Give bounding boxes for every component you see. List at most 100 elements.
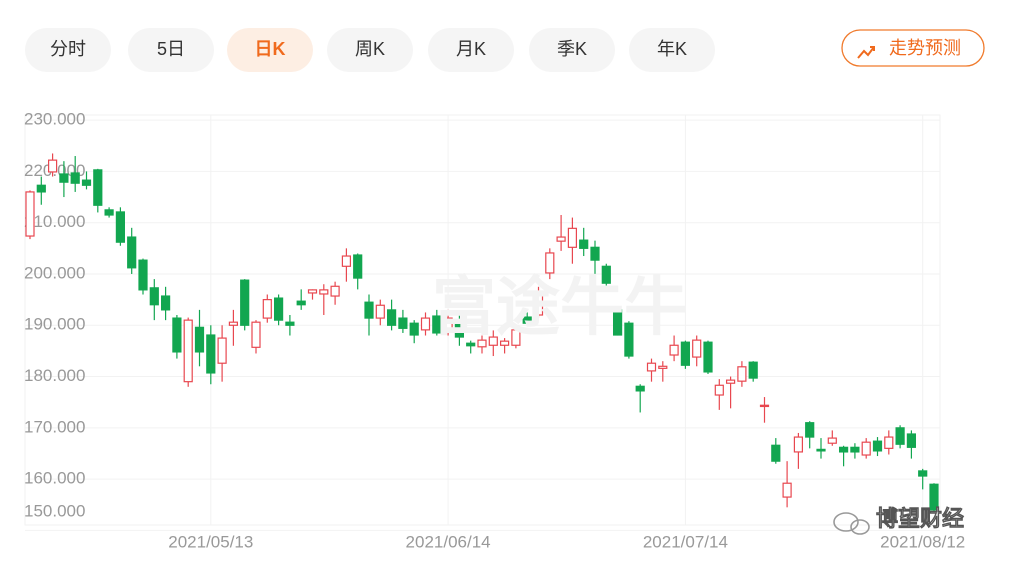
candle-body <box>93 169 103 206</box>
y-tick-label: 180.000 <box>24 366 85 385</box>
badge-icon <box>850 519 870 535</box>
candle-body <box>432 315 442 334</box>
y-tick-label: 150.000 <box>24 501 85 520</box>
candle-body <box>375 304 385 319</box>
y-tick-label: 230.000 <box>24 110 85 129</box>
candle-body <box>838 446 849 453</box>
plot-area: 150.000 160.000 170.000 180.000 190.000 200.0… <box>24 110 965 552</box>
candle-body <box>906 433 917 448</box>
forecast-button-label[interactable]: 走势预测 <box>889 38 961 58</box>
candle-body <box>488 336 498 346</box>
candle-body <box>805 422 815 438</box>
candle-body <box>827 437 837 444</box>
candle-body <box>240 279 250 326</box>
tab-pill[interactable] <box>629 28 715 72</box>
candle-body <box>861 441 871 456</box>
candle-body <box>25 191 35 237</box>
candle-body <box>748 361 758 379</box>
candle-body <box>635 385 645 392</box>
candle-body <box>466 342 476 347</box>
tab-pill[interactable] <box>227 28 313 72</box>
candle-body <box>759 404 770 408</box>
candle-body <box>70 172 80 184</box>
candle-body <box>714 384 724 396</box>
plot-frame <box>24 114 941 526</box>
candle-body <box>307 289 318 294</box>
candle-body <box>624 322 634 357</box>
candle-body <box>793 436 804 453</box>
y-tick-label: 210.000 <box>24 212 85 231</box>
tab-pill[interactable] <box>128 28 214 72</box>
candle-body <box>387 309 397 326</box>
candle-body <box>680 341 691 366</box>
y-tick-label: 190.000 <box>24 315 85 334</box>
candle-body <box>296 300 306 306</box>
candle-body <box>511 329 521 346</box>
candle-body <box>443 317 453 331</box>
candle-body <box>353 254 363 279</box>
forecast-button-frame[interactable] <box>841 29 985 67</box>
candle-body <box>612 309 623 336</box>
candle-body <box>104 209 114 216</box>
tab-label[interactable]: 周K <box>355 39 385 59</box>
candle-body <box>409 322 419 336</box>
tab-label[interactable]: 季K <box>557 39 587 59</box>
candle-body <box>206 334 216 374</box>
y-tick-label: 160.000 <box>24 469 85 488</box>
candle-body <box>545 252 555 274</box>
tab-pill[interactable] <box>529 28 615 72</box>
candle-body <box>579 239 589 249</box>
tab-label[interactable]: 5日 <box>157 39 185 59</box>
candle-body <box>601 265 611 284</box>
candle-body <box>556 236 566 242</box>
candle-body <box>703 341 713 373</box>
watermark: 富途牛牛 <box>432 271 688 343</box>
candle-body <box>228 321 238 326</box>
candle-body <box>341 255 351 267</box>
candle-body <box>138 259 148 291</box>
candle-body <box>285 321 295 326</box>
candle-body <box>918 470 928 477</box>
candle-body <box>771 444 781 462</box>
forecast-icon <box>857 46 875 59</box>
candle-body <box>127 236 137 269</box>
tab-bar: 分时 5日 日K 周K 月K 季K 年K <box>25 28 715 72</box>
x-tick-label: 2021/06/14 <box>406 532 491 551</box>
candle-body <box>330 285 340 297</box>
badge-group: 博望财经 <box>833 506 964 535</box>
tab-label[interactable]: 年K <box>657 39 687 59</box>
tab-label[interactable]: 日K <box>255 39 286 59</box>
y-tick-label: 170.000 <box>24 417 85 436</box>
candle-body <box>36 184 46 193</box>
candle-body <box>81 179 92 186</box>
candle-body <box>658 365 668 369</box>
candle-body <box>590 246 600 261</box>
x-tick-label: 2021/07/14 <box>643 532 728 551</box>
y-tick-label: 200.000 <box>24 263 85 282</box>
candle-body <box>929 483 939 511</box>
tab-label[interactable]: 分时 <box>50 39 86 59</box>
candle-body <box>884 436 894 449</box>
candle-body <box>47 159 58 173</box>
tab-pill[interactable] <box>25 28 111 72</box>
x-tick-label: 2021/05/13 <box>168 532 253 551</box>
candle-body <box>872 440 883 452</box>
candle-body <box>59 173 69 183</box>
tab-label[interactable]: 月K <box>456 39 486 59</box>
candle-body <box>669 344 679 356</box>
candle-body <box>172 317 182 353</box>
candle-body <box>454 319 464 338</box>
badge-text: 博望财经 <box>876 506 964 531</box>
candle-body <box>737 366 747 382</box>
tab-pill[interactable] <box>428 28 514 72</box>
candle-body <box>816 448 826 452</box>
candle-body <box>149 287 159 306</box>
tab-pill[interactable] <box>327 28 413 72</box>
candle-body <box>364 301 374 319</box>
candle-body <box>500 340 510 346</box>
candle-body <box>398 317 408 329</box>
candle-body <box>895 427 905 445</box>
candle-body <box>477 339 487 348</box>
candle-body <box>161 295 171 311</box>
